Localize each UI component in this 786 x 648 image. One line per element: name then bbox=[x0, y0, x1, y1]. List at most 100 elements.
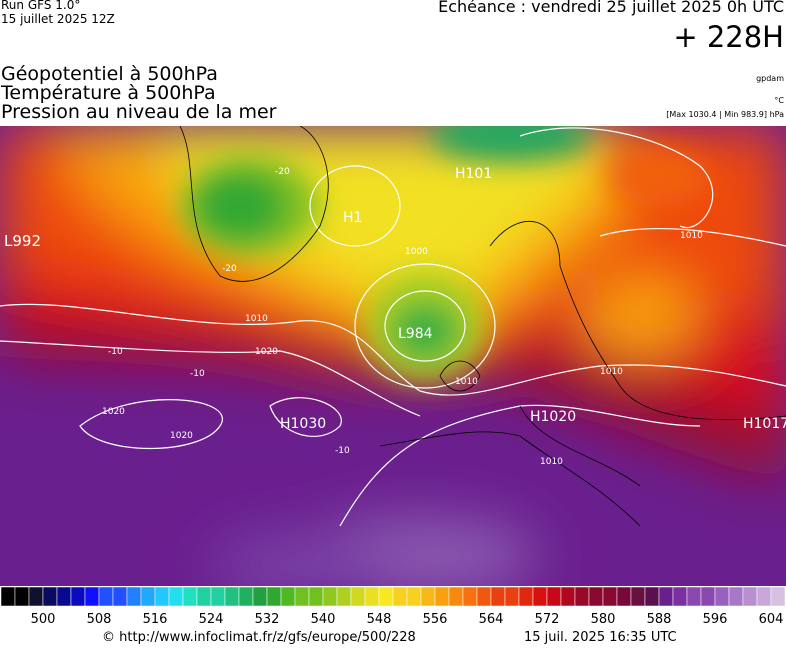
colorbar-swatch bbox=[56, 586, 72, 607]
colorbar-swatch bbox=[238, 586, 254, 607]
map-label: H1017 bbox=[743, 416, 786, 432]
colorbar-swatch bbox=[560, 586, 576, 607]
colorbar-swatch bbox=[546, 586, 562, 607]
colorbar-swatch bbox=[70, 586, 86, 607]
colorbar-swatch bbox=[728, 586, 744, 607]
title: Température à 500hPa bbox=[1, 82, 216, 104]
unit: [Max 1030.4 | Min 983.9] hPa bbox=[666, 110, 784, 119]
colorbar-swatch bbox=[686, 586, 702, 607]
colorbar-tick-label: 564 bbox=[479, 612, 504, 627]
colorbar-tick-label: 524 bbox=[199, 612, 224, 627]
colorbar-swatch bbox=[350, 586, 366, 607]
map-label: 1020 bbox=[170, 431, 193, 441]
colorbar-swatch bbox=[14, 586, 30, 607]
colorbar-swatch bbox=[574, 586, 590, 607]
colorbar-swatch bbox=[252, 586, 268, 607]
colorbar-swatch bbox=[392, 586, 408, 607]
run: Run GFS 1.0° bbox=[1, 0, 81, 12]
colorbar-swatch bbox=[42, 586, 58, 607]
map-label: 1020 bbox=[102, 407, 125, 417]
colorbar-swatch bbox=[308, 586, 324, 607]
colorbar-swatch bbox=[672, 586, 688, 607]
map-label: 1020 bbox=[255, 347, 278, 357]
colorbar-tick-label: 588 bbox=[647, 612, 672, 627]
map-label: -10 bbox=[190, 369, 205, 379]
colorbar-swatch bbox=[588, 586, 604, 607]
colorbar-swatch bbox=[602, 586, 618, 607]
colorbar-swatch bbox=[476, 586, 492, 607]
colorbar-swatch bbox=[434, 586, 450, 607]
colorbar-swatch bbox=[28, 586, 44, 607]
colorbar-swatch bbox=[504, 586, 520, 607]
colorbar-swatch bbox=[406, 586, 422, 607]
colorbar-swatch bbox=[224, 586, 240, 607]
map-label: H101 bbox=[455, 166, 492, 182]
map: L992 H1030 H101 L984 H1020 H1017 H1 1010 1020 102… bbox=[0, 126, 786, 586]
valid-time: Echéance : vendredi 25 juillet 2025 0h U… bbox=[438, 0, 784, 16]
map-label: L984 bbox=[398, 326, 433, 342]
colorbar-tick-label: 500 bbox=[31, 612, 56, 627]
colorbar-swatch bbox=[630, 586, 646, 607]
colorbar-swatch bbox=[294, 586, 310, 607]
map-label: 1010 bbox=[540, 457, 563, 467]
colorbar-swatch bbox=[420, 586, 436, 607]
footer-url: © http://www.infoclimat.fr/z/gfs/europe/… bbox=[102, 630, 416, 645]
map-label: 1010 bbox=[245, 314, 268, 324]
colorbar-swatch bbox=[462, 586, 478, 607]
colorbar-tick-label: 532 bbox=[255, 612, 280, 627]
unit: °C bbox=[774, 96, 784, 105]
colorbar-tick-label: 548 bbox=[367, 612, 392, 627]
colorbar-swatch bbox=[336, 586, 352, 607]
colorbar-swatch bbox=[322, 586, 338, 607]
colorbar-swatch bbox=[280, 586, 296, 607]
colorbar-swatch bbox=[490, 586, 506, 607]
colorbar-swatch bbox=[98, 586, 114, 607]
colorbar-swatch bbox=[126, 586, 142, 607]
footer-date: 15 juil. 2025 16:35 UTC bbox=[524, 630, 677, 645]
title: Pression au niveau de la mer bbox=[1, 101, 277, 123]
map-label: H1030 bbox=[280, 416, 326, 432]
unit: gpdam bbox=[756, 74, 784, 83]
colorbar-swatch bbox=[84, 586, 100, 607]
colorbar-swatch bbox=[378, 586, 394, 607]
title: Géopotentiel à 500hPa bbox=[1, 63, 218, 85]
colorbar-swatch bbox=[644, 586, 660, 607]
map-label: -20 bbox=[222, 264, 237, 274]
colorbar-swatch bbox=[532, 586, 548, 607]
map-label: 1010 bbox=[680, 231, 703, 241]
map-label: 1010 bbox=[600, 367, 623, 377]
map-label: 1010 bbox=[455, 377, 478, 387]
colorbar-swatch bbox=[770, 586, 786, 607]
colorbar-tick-label: 596 bbox=[703, 612, 728, 627]
colorbar-swatch bbox=[266, 586, 282, 607]
lead-time: + 228H bbox=[673, 20, 784, 54]
map-label: -10 bbox=[108, 347, 123, 357]
map-label: -10 bbox=[335, 446, 350, 456]
colorbar-swatch bbox=[448, 586, 464, 607]
colorbar-swatch bbox=[182, 586, 198, 607]
colorbar-swatch bbox=[756, 586, 772, 607]
colorbar-swatch bbox=[0, 586, 16, 607]
colorbar-tick-label: 604 bbox=[759, 612, 784, 627]
colorbar-tick-label: 540 bbox=[311, 612, 336, 627]
colorbar-swatch bbox=[616, 586, 632, 607]
map-label: L992 bbox=[4, 232, 41, 250]
colorbar-swatch bbox=[364, 586, 380, 607]
colorbar-tick-label: 572 bbox=[535, 612, 560, 627]
map-label: 1000 bbox=[405, 247, 428, 257]
run-date: 15 juillet 2025 12Z bbox=[1, 12, 115, 26]
colorbar-tick-label: 556 bbox=[423, 612, 448, 627]
colorbar-swatch bbox=[658, 586, 674, 607]
colorbar: 500 508 516 524 532 540 548 556 564 572 580 588 596 6… bbox=[0, 586, 786, 627]
colorbar-tick-label: 516 bbox=[143, 612, 168, 627]
map-label: H1 bbox=[343, 210, 362, 226]
colorbar-tick-label: 580 bbox=[591, 612, 616, 627]
colorbar-swatch bbox=[518, 586, 534, 607]
colorbar-swatch bbox=[154, 586, 170, 607]
colorbar-swatch bbox=[210, 586, 226, 607]
colorbar-tick-label: 508 bbox=[87, 612, 112, 627]
map-label: -20 bbox=[275, 167, 290, 177]
colorbar-swatch bbox=[700, 586, 716, 607]
colorbar-swatch bbox=[140, 586, 156, 607]
colorbar-swatch bbox=[112, 586, 128, 607]
